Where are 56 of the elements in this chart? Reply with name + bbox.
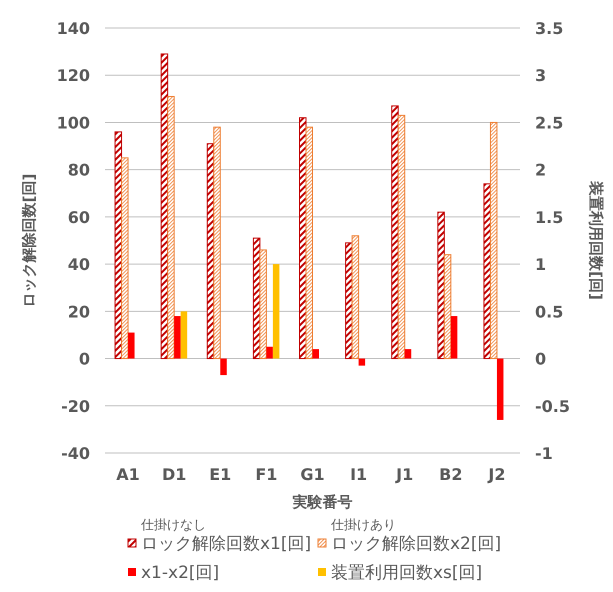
bar [496, 358, 504, 420]
y-tick-label: 20 [68, 302, 90, 322]
legend-label: ロック解除回数x2[回] [331, 534, 502, 554]
x-tick-label: J1 [395, 465, 414, 484]
y2-tick-label: 1 [535, 255, 546, 274]
bar [121, 157, 129, 360]
bar [220, 358, 227, 376]
y-tick-label: 60 [68, 208, 90, 227]
y2-tick-label: 1.5 [535, 208, 564, 227]
x-tick-label: B2 [439, 465, 462, 484]
bar [490, 122, 498, 360]
bar [306, 126, 313, 360]
legend-label: 装置利用回数xs[回] [331, 563, 482, 583]
text: 仕掛けあり [331, 518, 396, 533]
y2-tick-label: -0.5 [535, 396, 570, 416]
bar [167, 96, 175, 360]
y-tick-label: 120 [56, 66, 90, 86]
text: 仕掛けなし [141, 518, 206, 533]
legend-label: ロック解除回数x1[回] [141, 534, 312, 554]
y-tick-label: 40 [68, 255, 90, 274]
bar [358, 358, 366, 366]
y2-axis-title: 装置利用回数[回] [587, 180, 605, 300]
y2-tick-label: 0.5 [535, 302, 564, 322]
x-tick-label: E1 [209, 465, 232, 484]
bar [352, 235, 360, 360]
x-tick-label: F1 [255, 465, 278, 484]
y2-tick-label: 0 [535, 350, 546, 369]
x-tick-label: D1 [162, 465, 186, 484]
bar [444, 254, 452, 360]
x-tick-label: G1 [300, 465, 325, 484]
bar [259, 249, 267, 360]
bar [213, 126, 221, 360]
bar [312, 349, 319, 359]
y-tick-label: -20 [61, 396, 90, 416]
bar [266, 346, 273, 359]
y-tick-label: 100 [56, 113, 90, 132]
y2-tick-label: 2 [535, 160, 546, 180]
bar [128, 332, 135, 359]
x-tick-label: A1 [116, 465, 140, 484]
y2-tick-label: 3.5 [535, 19, 564, 38]
y-axis-title: ロック解除回数[回] [20, 174, 38, 308]
x-axis-title: 実験番号 [292, 493, 352, 511]
y-tick-label: 80 [68, 160, 90, 180]
x-tick-label: I1 [350, 465, 368, 484]
bar [450, 316, 458, 359]
y2-tick-label: -1 [535, 444, 553, 463]
legend-label: x1-x2[回] [141, 563, 220, 583]
y2-tick-label: 3 [535, 66, 546, 86]
x-tick-label: J2 [487, 465, 506, 484]
y-tick-label: 0 [78, 350, 90, 369]
bar [437, 212, 445, 360]
bar [404, 349, 412, 359]
y-tick-label: -40 [61, 444, 90, 463]
y-tick-label: 140 [56, 19, 90, 38]
y2-tick-label: 2.5 [535, 113, 564, 132]
bar [398, 114, 406, 360]
